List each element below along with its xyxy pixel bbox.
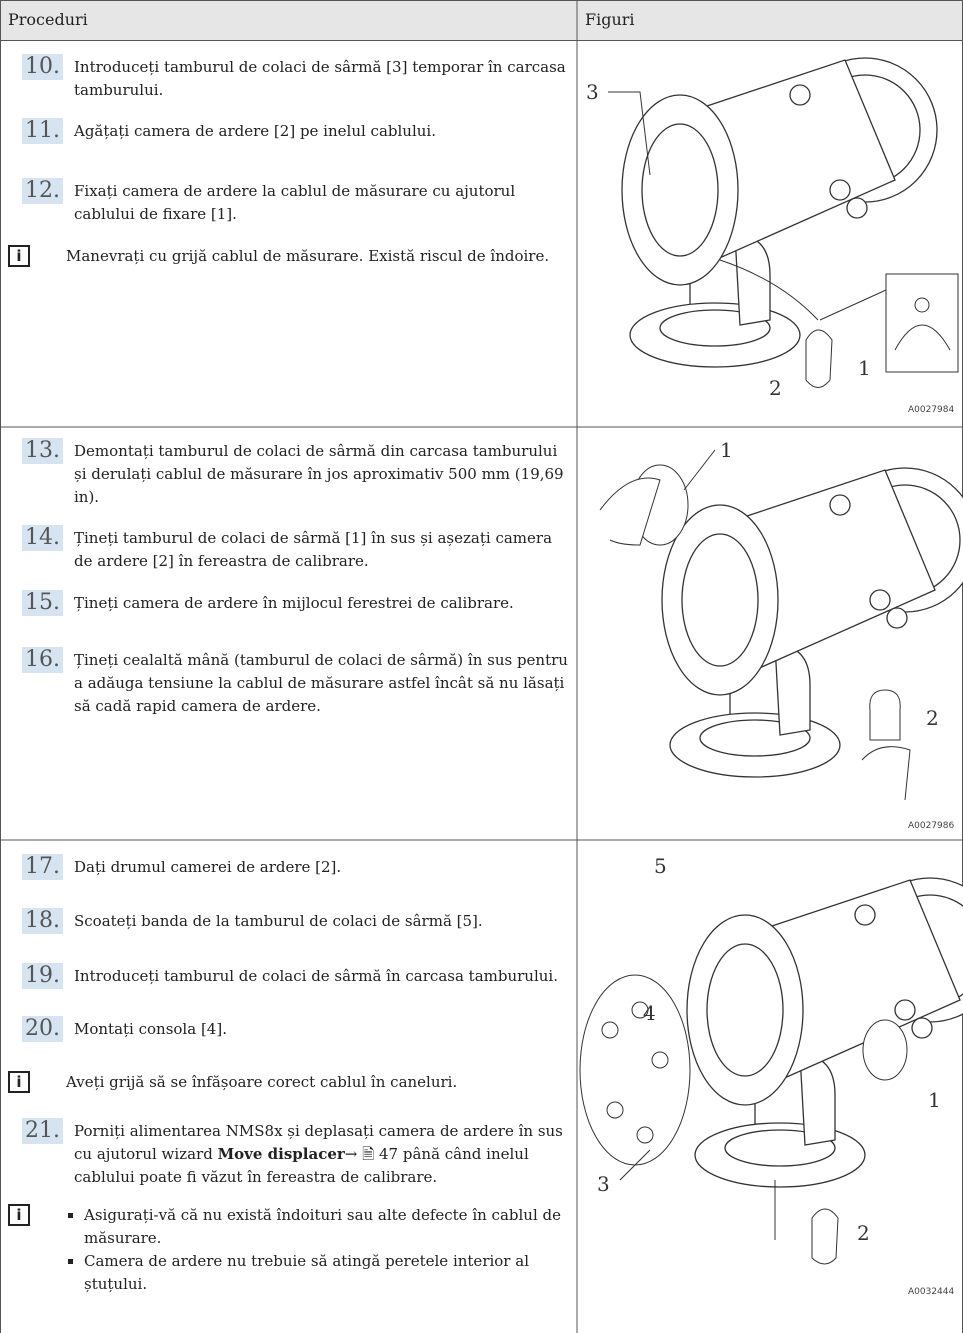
step-text: Porniți alimentarea NMS8x și deplasați c… — [74, 1122, 563, 1186]
step-text: Țineți camera de ardere în mijlocul fere… — [74, 594, 514, 612]
note: i Manevrați cu grijă cablul de măsurare. … — [8, 245, 570, 268]
step: 20. Montați consola [4]. — [22, 1016, 570, 1042]
step-number: 16. — [22, 647, 63, 673]
step-text: Scoateți banda de la tamburul de colaci … — [74, 912, 483, 930]
figure-code: A0027986 — [908, 821, 955, 831]
step: 17. Dați drumul camerei de ardere [2]. — [22, 854, 570, 880]
callout: 4 — [643, 1001, 656, 1025]
step: 13. Demontați tamburul de colaci de sârmă… — [22, 438, 570, 509]
callout: 1 — [858, 356, 871, 380]
step-number: 11. — [22, 118, 63, 144]
step-text: Agățați camera de ardere [2] pe inelul c… — [74, 122, 436, 140]
step: 21. Porniți alimentarea NMS8x și deplasaț… — [22, 1118, 570, 1189]
step-number: 13. — [22, 438, 63, 464]
step-number: 12. — [22, 178, 63, 204]
bullet: Camera de ardere nu trebuie să atingă pe… — [84, 1250, 570, 1296]
step-text: Țineți cealaltă mână (tamburul de colaci… — [74, 651, 568, 715]
note-text: Manevrați cu grijă cablul de măsurare. E… — [66, 247, 550, 265]
step-text: Dați drumul camerei de ardere [2]. — [74, 858, 342, 876]
step-number: 17. — [22, 854, 63, 880]
link-arrow: → — [344, 1145, 358, 1163]
step-number: 19. — [22, 963, 63, 989]
wizard-name: Move displacer — [217, 1145, 345, 1163]
step: 11. Agățați camera de ardere [2] pe inelu… — [22, 118, 570, 144]
step: 16. Țineți cealaltă mână (tamburul de col… — [22, 647, 570, 718]
figure-code: A0027984 — [908, 405, 955, 415]
step-number: 15. — [22, 590, 63, 616]
info-icon: i — [8, 1204, 30, 1226]
step-text: Țineți tamburul de colaci de sârmă [1] î… — [74, 529, 553, 570]
step-text: Fixați camera de ardere la cablul de măs… — [74, 182, 516, 223]
callout: 1 — [720, 438, 733, 462]
step: 18. Scoateți banda de la tamburul de cola… — [22, 908, 570, 934]
step-text: Montați consola [4]. — [74, 1020, 227, 1038]
callout: 1 — [928, 1088, 941, 1112]
info-icon: i — [8, 1071, 30, 1093]
step: 10. Introduceți tamburul de colaci de sâr… — [22, 54, 570, 102]
note: i Aveți grijă să se înfășoare corect cabl… — [8, 1071, 570, 1094]
bullet: Asigurați-vă că nu există îndoituri sau … — [84, 1204, 570, 1250]
step: 12. Fixați camera de ardere la cablul de … — [22, 178, 570, 226]
callout: 2 — [857, 1221, 870, 1245]
info-icon: i — [8, 245, 30, 267]
note-text: Aveți grijă să se înfășoare corect cablu… — [66, 1073, 458, 1091]
step-number: 14. — [22, 525, 63, 551]
step-text: Introduceți tamburul de colaci de sârmă … — [74, 967, 558, 985]
step-number: 18. — [22, 908, 63, 934]
column-header: Figuri — [585, 10, 635, 29]
callout: 5 — [654, 854, 667, 878]
step-number: 10. — [22, 54, 63, 80]
column-header: Proceduri — [8, 10, 88, 29]
step-text: Porniți alimentarea NMS8x și deplasați c… — [74, 1122, 563, 1163]
step-text: până când inelul cablului poate fi văzut… — [74, 1145, 529, 1186]
step-number: 20. — [22, 1016, 63, 1042]
step-text: Demontați tamburul de colaci de sârmă di… — [74, 442, 564, 506]
step: 15. Țineți camera de ardere în mijlocul f… — [22, 590, 570, 616]
callout: 2 — [769, 376, 782, 400]
callout: 2 — [926, 706, 939, 730]
callout: 3 — [586, 80, 599, 104]
page-ref: 47 — [378, 1145, 399, 1163]
step: 14. Țineți tamburul de colaci de sârmă [1… — [22, 525, 570, 573]
note: i Asigurați-vă că nu există îndoituri sau… — [8, 1204, 570, 1296]
step-number: 21. — [22, 1118, 63, 1144]
bullet-list: Asigurați-vă că nu există îndoituri sau … — [22, 1204, 570, 1296]
step: 19. Introduceți tamburul de colaci de sâr… — [22, 963, 570, 989]
figure-code: A0032444 — [908, 1287, 955, 1297]
step-text: Introduceți tamburul de colaci de sârmă … — [74, 58, 566, 99]
callout: 3 — [597, 1172, 610, 1196]
